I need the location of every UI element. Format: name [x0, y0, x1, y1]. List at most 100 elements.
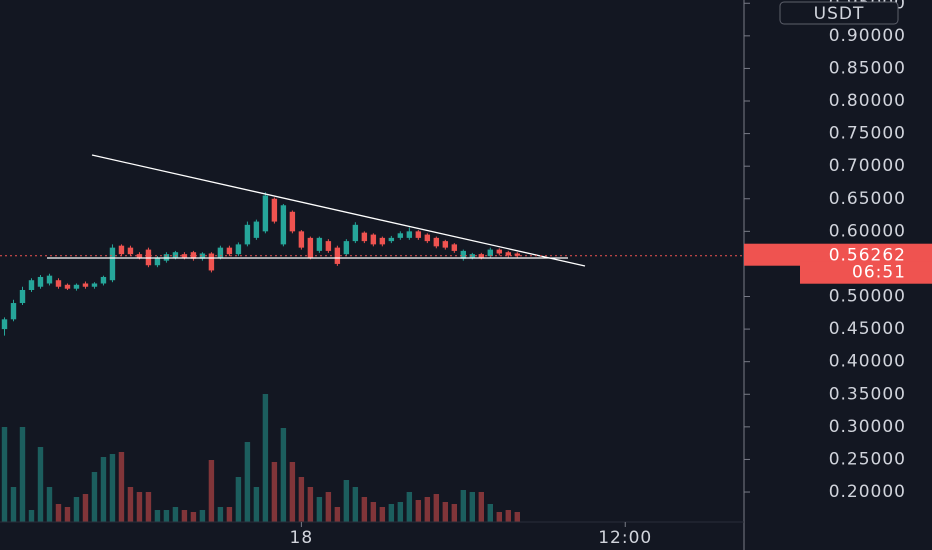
candle-body — [415, 231, 422, 238]
volume-bar — [82, 494, 89, 522]
candle-body — [433, 237, 440, 247]
volume-bar — [514, 512, 520, 522]
candle-body — [316, 237, 323, 251]
candle-body — [217, 247, 224, 258]
currency-box[interactable] — [779, 1, 899, 25]
volume-bar — [253, 487, 260, 522]
candle-body — [253, 221, 260, 238]
candle-body — [388, 237, 395, 242]
y-tick-label: 0.65000 — [829, 189, 906, 209]
candle-body — [397, 233, 404, 238]
volume-bar — [172, 507, 179, 522]
volume-bar — [469, 492, 476, 522]
volume-bar — [370, 502, 377, 522]
volume-bar — [136, 492, 143, 522]
volume-bar — [451, 504, 458, 522]
volume-bar — [487, 504, 494, 522]
candle-body — [100, 276, 107, 284]
volume-bar — [19, 427, 26, 522]
volume-bar — [397, 502, 404, 522]
volume-bar — [100, 457, 107, 522]
x-tick-label: 18 — [290, 528, 314, 548]
candle-body — [1, 319, 8, 330]
candle-body — [514, 253, 520, 256]
candle-body — [442, 241, 449, 248]
candle-body — [307, 237, 314, 258]
candle-body — [244, 224, 251, 245]
y-tick-label: 0.20000 — [829, 482, 906, 502]
candle-body — [280, 205, 287, 245]
volume-bar — [64, 507, 71, 522]
volume-bar — [298, 477, 305, 522]
candle-body — [118, 245, 125, 255]
candle-body — [370, 234, 377, 245]
volume-bar — [280, 428, 287, 522]
y-tick-label: 0.70000 — [829, 156, 906, 176]
volume-bar — [28, 510, 35, 522]
volume-bar — [127, 487, 134, 522]
x-tick-label: 12:00 — [598, 528, 652, 548]
y-tick-label: 0.40000 — [829, 352, 906, 372]
volume-bar — [460, 490, 467, 522]
volume-bar — [271, 462, 278, 522]
price-axis: 0.20000 0.25000 0.30000 0.35000 0.40000 0.450… — [744, 0, 906, 502]
candle-body — [235, 244, 242, 255]
candle-body — [325, 241, 332, 251]
candle-body — [226, 247, 233, 255]
y-tick-label: 0.85000 — [829, 58, 906, 78]
volume-bar — [118, 452, 125, 522]
volume-bar — [199, 510, 206, 522]
volume-bar — [433, 494, 440, 522]
candle-body — [46, 275, 53, 284]
trendline — [91, 154, 586, 267]
volume-bar — [343, 480, 350, 522]
y-tick-label: 0.80000 — [829, 91, 906, 111]
volume-bar — [55, 504, 62, 522]
volume-bar — [73, 497, 80, 522]
candle-body — [172, 252, 179, 258]
volume-bar — [334, 507, 341, 522]
y-tick-label: 0.50000 — [829, 287, 906, 307]
volume-bar — [388, 504, 395, 522]
candle-body — [361, 232, 368, 242]
y-tick-label: 0.90000 — [829, 26, 906, 46]
candle-body — [352, 224, 359, 242]
volume-bar — [208, 460, 215, 522]
y-tick-label: 0.30000 — [829, 417, 906, 437]
volume-bar — [406, 492, 413, 522]
volume-bar — [163, 510, 170, 522]
volume-bar — [181, 510, 188, 522]
y-tick-label: 0.35000 — [829, 384, 906, 404]
volume-bar — [235, 477, 242, 522]
candle-body — [190, 252, 197, 259]
volume-bar — [361, 497, 368, 522]
candle-body — [424, 234, 431, 242]
candle-body — [505, 252, 511, 256]
countdown-box — [800, 261, 932, 284]
currency[interactable]: USDT — [814, 4, 865, 24]
candle-body — [379, 237, 386, 245]
volume-bar — [109, 454, 116, 522]
candle-body — [37, 276, 44, 287]
volume-bar — [316, 497, 323, 522]
candle-body — [496, 249, 502, 254]
volume-bar — [478, 492, 485, 522]
candle-body — [73, 284, 80, 289]
volume-bar — [424, 497, 431, 522]
candle-body — [64, 284, 71, 289]
volume-bar — [379, 507, 386, 522]
candle-body — [10, 303, 17, 320]
candle-body — [469, 254, 476, 258]
candle-body — [271, 198, 278, 222]
y-tick-label: 0.45000 — [829, 319, 906, 339]
candle-body — [298, 231, 305, 248]
last-price-box — [744, 243, 932, 266]
candle-body — [343, 241, 350, 255]
candle-body — [82, 283, 89, 287]
candle-body — [127, 247, 134, 255]
candle-body — [334, 247, 341, 264]
countdown: 06:51 — [852, 263, 906, 283]
volume-bar — [352, 487, 359, 522]
volume-bar — [145, 492, 152, 522]
